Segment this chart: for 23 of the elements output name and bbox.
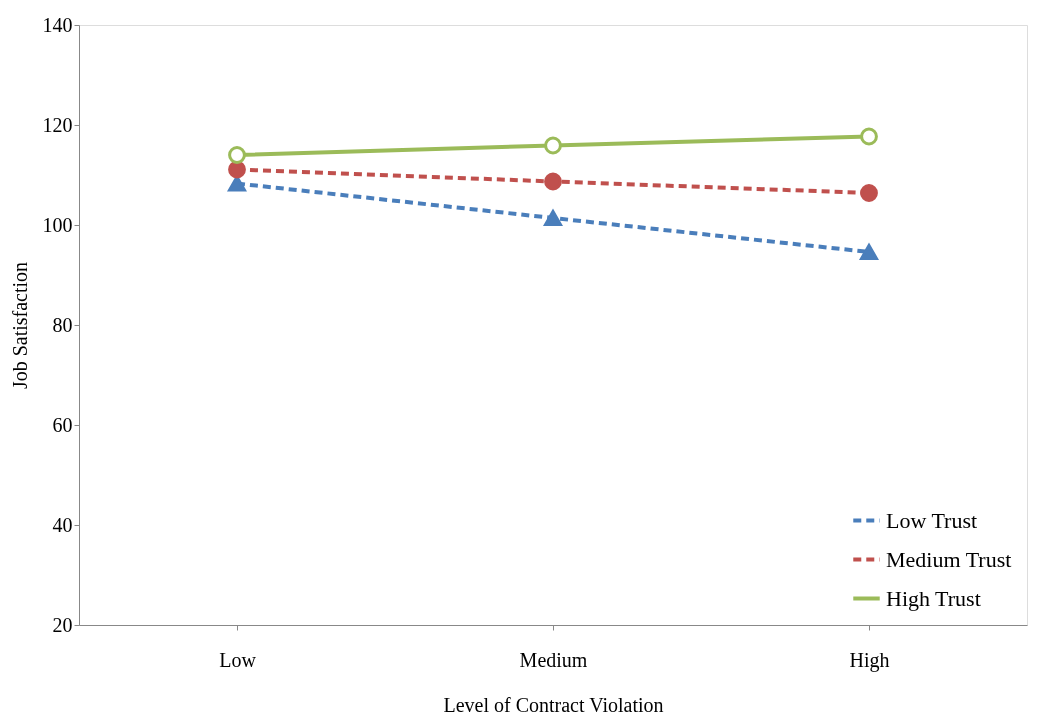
y-tick-label: 120 — [42, 113, 73, 136]
point — [544, 136, 562, 155]
legend-label: Low Trust — [886, 507, 978, 533]
point — [860, 127, 878, 146]
y-tick-label: 20 — [52, 613, 73, 636]
y-axis-title: Job Satisfaction — [8, 261, 31, 390]
y-tick-label: 100 — [42, 213, 73, 236]
x-axis-title: Level of Contract Violation — [443, 693, 664, 716]
y-tick-label: 80 — [52, 313, 73, 336]
legend-label: Medium Trust — [886, 546, 1012, 572]
legend-label: High Trust — [886, 585, 981, 611]
point — [228, 160, 246, 179]
y-tick-label: 140 — [42, 13, 73, 36]
point — [544, 172, 562, 191]
y-tick-label: 40 — [52, 513, 73, 536]
y-tick-label: 60 — [52, 413, 73, 436]
x-tick-label: Medium — [519, 648, 588, 671]
x-tick-label: High — [849, 648, 890, 672]
point — [544, 210, 562, 226]
point — [228, 146, 246, 164]
point — [860, 184, 878, 202]
x-tick-label: Low — [219, 648, 257, 671]
point — [860, 244, 878, 260]
